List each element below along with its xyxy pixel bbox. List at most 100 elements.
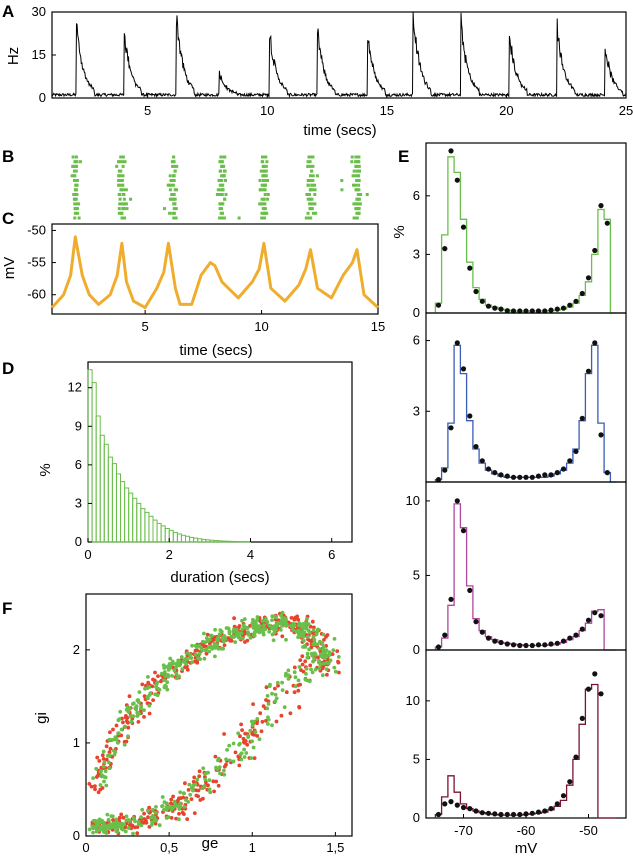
panel-f-point-green [137,690,142,694]
panel-f-point-red [100,786,105,790]
panel-f-point-red [104,757,109,762]
panel-b-spike [357,174,361,178]
panel-f-point-red [206,783,210,788]
panel-b-spike [221,188,225,192]
panel-f-frame [85,593,353,837]
panel-b-spike [263,188,267,192]
panel-d-xlabel: duration (secs) [170,569,269,586]
panel-e-point [504,811,510,818]
panel-d-bar [140,508,146,543]
panel-f-point-red [185,667,190,672]
panel-b-spike [357,183,361,187]
panel-b-spike [73,169,76,173]
panel-f-point-green [204,636,209,640]
panel-f-point-green [250,739,255,744]
panel-b-spike [117,207,121,211]
panel-b-spike [173,169,177,173]
panel-f-point-green [154,810,158,815]
panel-f-point-green [231,759,236,764]
panel-f-point-green [177,663,182,668]
panel-b-spike [221,211,224,215]
panel-d-ylabel: % [37,463,54,476]
panel-b-spike [170,160,174,164]
panel-b-spike [219,202,223,206]
panel-f-point-green [251,633,256,637]
panel-f-point-green [238,636,242,640]
panel-f-point-green [291,621,296,626]
panel-f-point-red [255,734,260,738]
panel-b-spike [266,197,270,201]
panel-f-point-green [254,622,258,626]
panel-f-point-green [318,652,323,657]
panel-b-spike [261,202,265,206]
panel-f-point-red [119,812,124,817]
panel-f-point-green [135,710,140,715]
panel-e-ytick-label: 10 [406,693,420,708]
panel-b-spike [76,211,79,215]
panel-f-point-green [262,623,266,628]
panel-b-spike [75,164,78,168]
panel-f-point-red [108,730,112,735]
panel-f-point-green [311,642,316,647]
panel-f-point-green [267,629,272,634]
panel-f-point-red [196,788,201,793]
panel-b-spike [172,197,176,201]
panel-b-spike [315,174,319,178]
panel-b-spike [117,179,121,182]
panel-f-point-green [123,724,127,729]
panel-f-point-green [297,621,302,626]
panel-d-bar [148,515,154,543]
panel-b-spike [118,202,122,206]
panel-b-spike [73,216,77,220]
panel-e-point [529,308,535,314]
panel-b-spike [354,183,357,187]
panel-e-point [517,811,523,818]
panel-f-point-green [321,655,325,659]
panel-b-spike [357,202,361,206]
panel-b-spike [351,174,355,178]
panel-f-point-green [166,668,171,672]
panel-f-point-green [307,630,312,635]
panel-e-point [573,448,579,454]
panel-f-point-green [146,808,150,813]
panel-b-spike [224,179,227,182]
panel-b-spike [263,207,267,211]
panel-b-spike [352,216,356,220]
panel-f-point-green [326,661,331,666]
panel-b-spike [119,155,123,159]
panel-f-point-green [170,674,174,678]
panel-c-ytick-label: -50 [27,222,46,237]
panel-f-point-green [131,714,136,719]
panel-f-point-green [314,632,319,637]
panel-f-point-green [177,817,181,822]
panel-f-point-green [157,687,162,692]
panel-f-point-red [216,783,221,788]
panel-f-point-green [98,783,103,787]
panel-f-point-green [163,683,168,688]
panel-e-point [517,642,523,649]
panel-b-spike [266,179,270,182]
panel-f-point-green [239,757,244,762]
panel-e-point [579,290,585,297]
panel-f-point-green [311,628,316,633]
panel-f-point-green [257,737,262,742]
panel-b-spike [218,193,222,196]
panel-f-point-red [298,658,303,662]
panel-f-point-green [301,638,306,643]
panel-f-point-red [312,625,316,630]
panel-f-point-green [304,672,308,676]
panel-b-spike [71,155,75,159]
panel-f-point-green [94,766,99,771]
panel-f-point-green [221,646,226,651]
panel-e-frame [425,481,627,651]
panel-f-point-green [221,635,226,640]
panel-e-point [435,644,442,650]
panel-f-point-red [195,648,200,653]
panel-f-point-green [271,625,276,630]
panel-e-point [573,632,579,638]
panel-b-spike [223,155,227,159]
panel-f-point-green [270,723,274,728]
panel-e-point [460,224,467,230]
panel-f-point-green [302,630,307,635]
panel-b-spike [310,207,314,211]
